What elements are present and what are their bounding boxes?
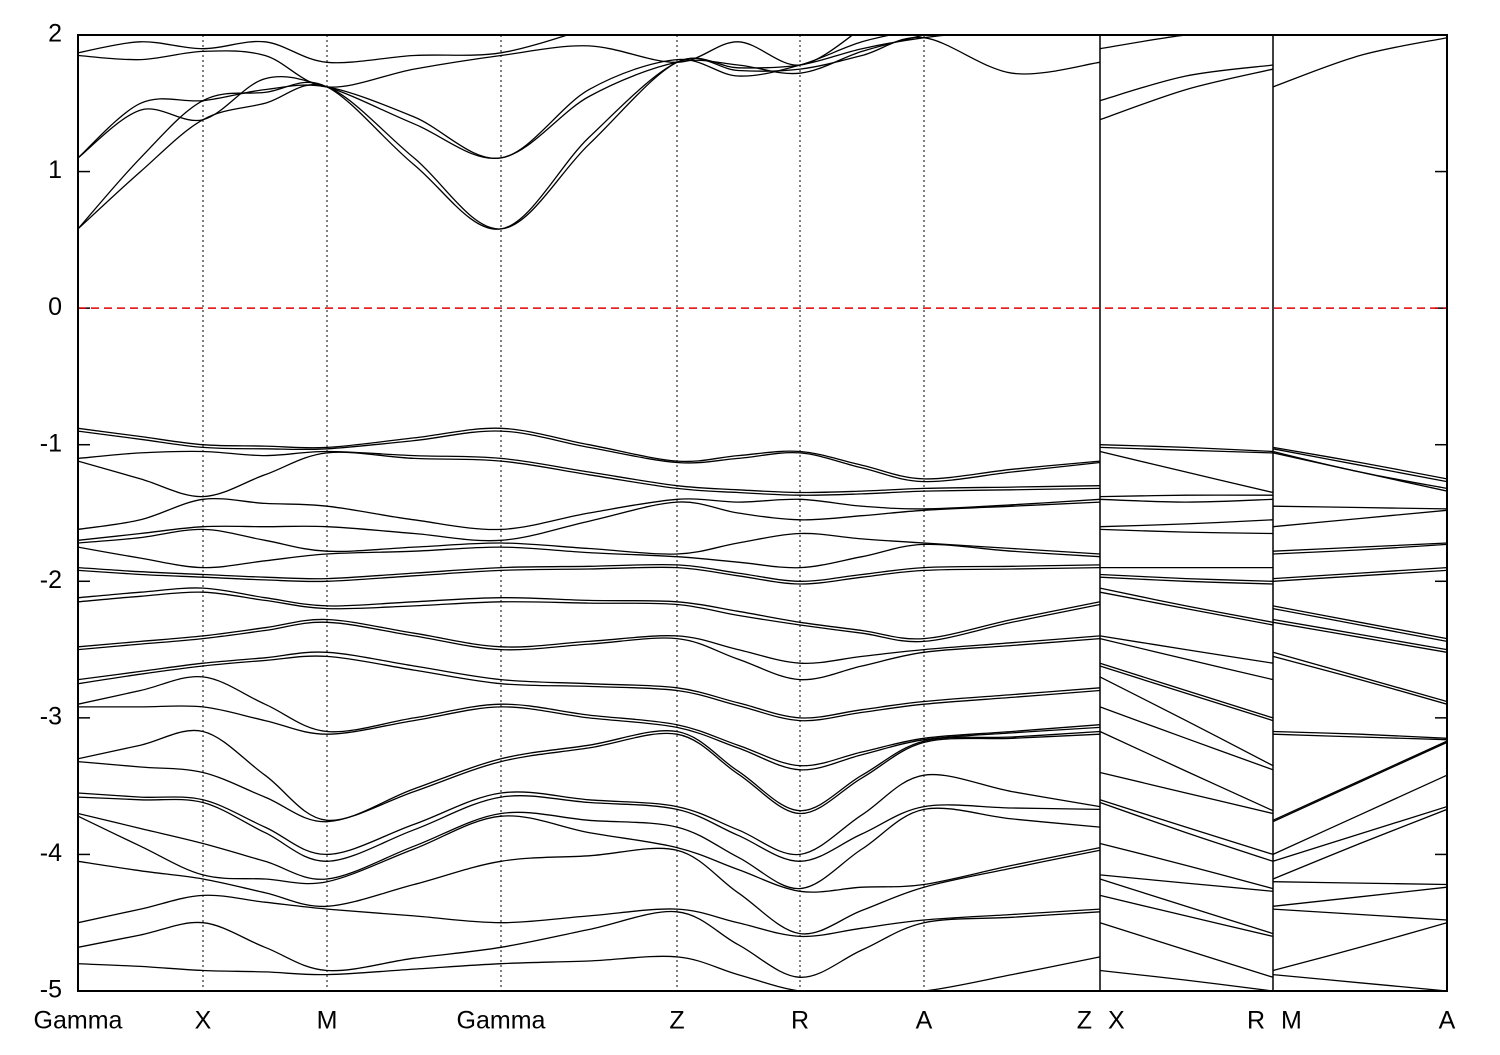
- x-tick-label: Gamma: [34, 1007, 123, 1035]
- band-line: [78, 618, 1447, 664]
- band-line: [78, 35, 854, 88]
- band-line: [78, 910, 1447, 978]
- y-tick-label: -3: [40, 702, 62, 730]
- y-tick-label: -4: [40, 839, 62, 867]
- x-tick-label: X: [1108, 1007, 1125, 1035]
- band-line: [78, 587, 1447, 640]
- band-line: [78, 427, 1447, 480]
- y-tick-label: -5: [40, 976, 62, 1004]
- x-tick-label: Z: [1077, 1007, 1092, 1035]
- band-line: [78, 591, 1447, 643]
- band-line: [78, 430, 1447, 483]
- band-line: [78, 815, 1447, 893]
- band-line: [78, 655, 1447, 722]
- band-line: [78, 566, 1447, 585]
- band-line: [78, 36, 1447, 230]
- band-line: [78, 773, 1447, 856]
- band-line: [78, 795, 1447, 862]
- band-line: [78, 35, 894, 159]
- y-tick-label: 0: [48, 293, 62, 321]
- y-tick-label: 1: [48, 156, 62, 184]
- x-tick-label: Gamma: [457, 1007, 546, 1035]
- band-line: [78, 35, 1274, 230]
- x-tick-label: A: [1439, 1007, 1456, 1035]
- x-tick-label: M: [1281, 1007, 1302, 1035]
- band-line: [78, 847, 1447, 935]
- y-tick-label: -2: [40, 566, 62, 594]
- band-line: [78, 543, 1447, 569]
- y-tick-label: 2: [48, 20, 62, 48]
- band-line: [78, 675, 1447, 767]
- x-tick-label: R: [791, 1007, 809, 1035]
- x-tick-label: R: [1247, 1007, 1265, 1035]
- band-line: [78, 729, 1447, 821]
- band-line: [78, 894, 1447, 938]
- bands: [78, 35, 1447, 991]
- band-line: [78, 955, 1447, 991]
- band-line: [78, 732, 1447, 823]
- x-tick-label: Z: [669, 1007, 684, 1035]
- band-line: [78, 807, 1447, 890]
- band-line: [78, 563, 1447, 582]
- band-line: [78, 528, 1447, 555]
- band-line: [78, 451, 1447, 498]
- band-line: [78, 450, 1447, 494]
- band-line: [78, 705, 1447, 771]
- band-line: [78, 621, 1447, 681]
- band-line: [78, 497, 1447, 531]
- band-line: [78, 651, 1447, 719]
- x-tick-label: X: [195, 1007, 212, 1035]
- x-tick-label: M: [317, 1007, 338, 1035]
- y-tick-label: -1: [40, 429, 62, 457]
- plot-frame: [77, 34, 1448, 992]
- band-line: [78, 35, 570, 64]
- band-line: [78, 501, 1447, 542]
- x-tick-label: A: [916, 1007, 933, 1035]
